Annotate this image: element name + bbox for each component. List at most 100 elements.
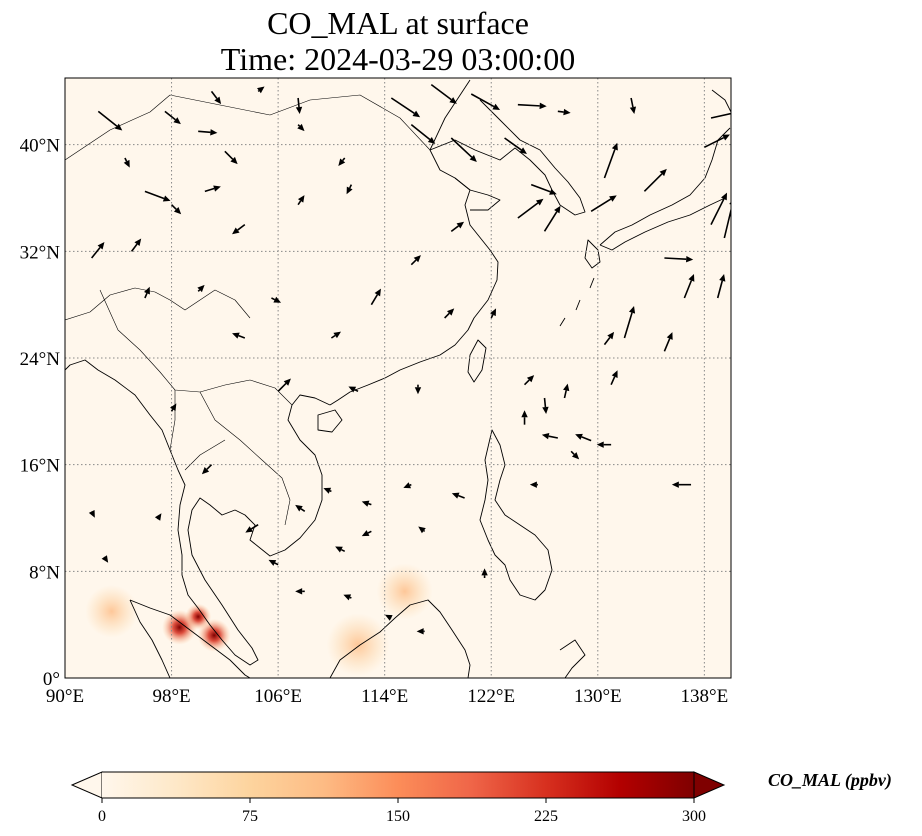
hotspot-5 [85, 585, 138, 638]
wind-vector-0 [97, 110, 123, 131]
wind-vector-26 [683, 274, 695, 299]
colorbar-ticks: 0 75 150 225 300 [98, 798, 706, 825]
wind-vector-50 [596, 441, 612, 448]
wind-vector-21 [590, 195, 617, 213]
wind-vector-32 [170, 204, 182, 215]
wind-vector-41 [410, 255, 421, 266]
wind-vector-63 [268, 559, 279, 566]
wind-vector-42 [414, 384, 422, 395]
hotspot-2 [185, 603, 212, 630]
wind-vector-5 [390, 97, 421, 118]
y-tick-label-4: 32°N [20, 242, 61, 263]
wind-vector-59 [335, 546, 346, 553]
wind-vector-47 [521, 410, 528, 425]
wind-vector-57 [323, 487, 332, 494]
wind-vector-66 [384, 614, 393, 621]
wind-vector-39 [271, 296, 282, 303]
wind-vector-28 [623, 306, 636, 339]
x-tick-label-4: 122°E [467, 686, 515, 707]
wind-vector-9 [557, 108, 571, 116]
plot-title-line-2: Time: 2024-03-29 03:00:00 [220, 41, 576, 77]
wind-vector-51 [570, 450, 580, 460]
y-tick-label-3: 24°N [20, 349, 61, 370]
wind-vector-60 [361, 530, 372, 537]
wind-vector-14 [504, 137, 527, 154]
wind-vector-79 [144, 286, 150, 299]
y-tick-label-5: 40°N [20, 136, 61, 157]
colorbar-tick-label-0: 0 [98, 808, 106, 825]
wind-vector-38 [346, 184, 353, 195]
colorbar-label: CO_MAL (ppbv) [768, 770, 892, 790]
wind-vector-73 [170, 403, 177, 412]
wind-vector-46 [610, 370, 618, 385]
wind-vectors [88, 84, 731, 635]
wind-vector-69 [88, 510, 95, 518]
wind-vector-80 [197, 284, 205, 293]
wind-vector-54 [451, 492, 465, 499]
wind-vector-52 [671, 481, 692, 488]
wind-vector-35 [91, 242, 105, 259]
wind-vector-13 [450, 137, 477, 162]
wind-vector-27 [716, 274, 726, 299]
wind-vector-64 [295, 588, 305, 595]
wind-vector-82 [224, 150, 238, 165]
wind-vector-7 [470, 93, 501, 110]
wind-vector-4 [295, 97, 303, 114]
wind-vector-85 [198, 129, 218, 136]
gridlines [65, 78, 731, 678]
wind-vector-76 [330, 331, 341, 339]
wind-vector-56 [361, 500, 372, 507]
wind-vector-71 [154, 513, 162, 521]
colorbar-tick-label-2: 150 [386, 808, 410, 825]
wind-vector-65 [343, 594, 352, 601]
wind-vector-29 [603, 331, 615, 346]
wind-vector-18 [704, 134, 730, 149]
wind-vector-33 [204, 185, 221, 193]
y-tick-labels: 0° 8°N 16°N 24°N 32°N 40°N [20, 136, 61, 690]
wind-vector-75 [232, 332, 246, 339]
map-frame [64, 77, 732, 679]
wind-vector-43 [523, 375, 535, 386]
wind-vector-58 [295, 504, 306, 512]
coastlines [65, 79, 731, 678]
wind-vector-77 [444, 308, 455, 319]
wind-vector-78 [490, 308, 497, 319]
wind-vector-61 [418, 526, 426, 534]
hotspot-3 [326, 613, 390, 677]
wind-vector-45 [563, 383, 570, 399]
wind-vector-53 [529, 481, 538, 488]
wind-vector-31 [144, 190, 171, 202]
x-tick-label-2: 106°E [254, 686, 302, 707]
wind-vector-70 [101, 555, 109, 563]
colorbar-tick-label-3: 225 [534, 808, 558, 825]
wind-vector-62 [245, 523, 259, 533]
wind-vector-36 [232, 224, 246, 235]
wind-vector-55 [403, 482, 412, 489]
wind-vector-1 [164, 110, 181, 125]
wind-vector-86 [338, 157, 346, 166]
wind-vector-6 [430, 84, 457, 104]
y-tick-label-1: 8°N [29, 562, 60, 583]
wind-vector-12 [410, 124, 436, 144]
wind-vector-68 [481, 568, 488, 578]
wind-vector-84 [123, 157, 130, 168]
wind-vector-48 [541, 433, 558, 440]
colorbar-extend-min [70, 771, 103, 799]
wind-vector-49 [575, 433, 592, 442]
y-tick-label-2: 16°N [20, 456, 61, 477]
x-tick-labels: 90°E 98°E 106°E 114°E 122°E 130°E 138°E [46, 686, 728, 707]
wind-vector-72 [201, 464, 213, 475]
x-tick-label-3: 114°E [361, 686, 408, 707]
wind-vector-10 [629, 97, 637, 114]
colorbar-body [102, 772, 694, 798]
colorbar-extend-max [693, 771, 726, 799]
wind-vector-44 [542, 397, 549, 414]
colorbar-tick-label-4: 300 [682, 808, 706, 825]
wind-vector-8 [517, 102, 547, 110]
plot-title-line-1: CO_MAL at surface [267, 5, 529, 41]
hotspot-4 [376, 563, 433, 620]
wind-vector-30 [663, 332, 673, 352]
wind-vector-25 [664, 256, 694, 263]
wind-vector-16 [603, 142, 618, 179]
